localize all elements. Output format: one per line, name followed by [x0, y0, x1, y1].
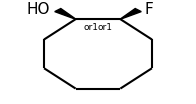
Text: or1: or1	[83, 23, 98, 32]
Text: F: F	[144, 2, 153, 17]
Text: or1: or1	[98, 23, 113, 32]
Polygon shape	[120, 9, 141, 19]
Polygon shape	[55, 9, 76, 19]
Text: HO: HO	[26, 2, 50, 17]
